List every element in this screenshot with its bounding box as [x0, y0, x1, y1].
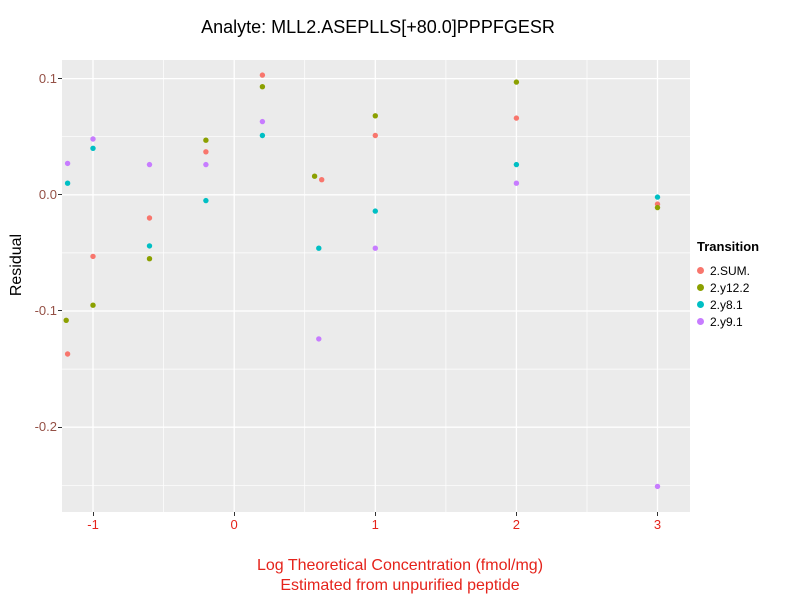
x-axis-title: Log Theoretical Concentration (fmol/mg) … — [0, 556, 800, 596]
x-tick-label: 0 — [230, 517, 238, 532]
x-axis-title-line1: Log Theoretical Concentration (fmol/mg) — [256, 557, 544, 574]
y-tick-mark — [58, 78, 62, 80]
legend-item-label: 2.SUM. — [710, 263, 751, 278]
x-tick-mark — [515, 512, 517, 516]
x-tick-label: -1 — [87, 517, 99, 532]
x-tick-mark — [374, 512, 376, 516]
plot-title: Analyte: MLL2.ASEPLLS[+80.0]PPPFGESR — [201, 17, 555, 37]
x-tick-label: 1 — [371, 517, 379, 532]
y-tick-label: -0.2 — [34, 419, 57, 435]
legend-item-label: 2.y12.2 — [710, 280, 750, 295]
y-tick-label: -0.1 — [34, 302, 57, 318]
legend-key-dot-icon — [697, 284, 704, 291]
x-axis-title-line2: Estimated from unpurified peptide — [280, 577, 520, 594]
y-tick-mark — [58, 426, 62, 428]
legend-key-dot-icon — [697, 267, 704, 274]
legend: Transition 2.SUM. 2.y12.2 2.y8.1 2.y9.1 — [697, 239, 759, 330]
x-tick-mark — [92, 512, 94, 516]
plot-panel — [62, 60, 690, 512]
legend-item: 2.y9.1 — [697, 313, 759, 330]
x-tick-label: 3 — [653, 517, 662, 532]
legend-item: 2.y8.1 — [697, 296, 759, 313]
y-axis-title: Residual — [8, 233, 25, 297]
legend-key-dot-icon — [697, 318, 704, 325]
y-tick-mark — [58, 310, 62, 312]
y-tick-label: 0.0 — [38, 186, 57, 202]
legend-title: Transition — [697, 239, 760, 254]
legend-item-label: 2.y8.1 — [710, 297, 743, 312]
x-tick-mark — [233, 512, 235, 516]
legend-key-dot-icon — [697, 301, 704, 308]
y-tick-mark — [58, 194, 62, 196]
plot-canvas — [62, 60, 690, 512]
legend-items: 2.SUM. 2.y12.2 2.y8.1 2.y9.1 — [697, 262, 759, 330]
legend-item: 2.SUM. — [697, 262, 759, 279]
x-tick-label: 2 — [512, 517, 521, 532]
legend-item: 2.y12.2 — [697, 279, 759, 296]
y-tick-label: 0.1 — [38, 70, 57, 86]
x-tick-mark — [657, 512, 659, 516]
legend-item-label: 2.y9.1 — [710, 314, 743, 329]
